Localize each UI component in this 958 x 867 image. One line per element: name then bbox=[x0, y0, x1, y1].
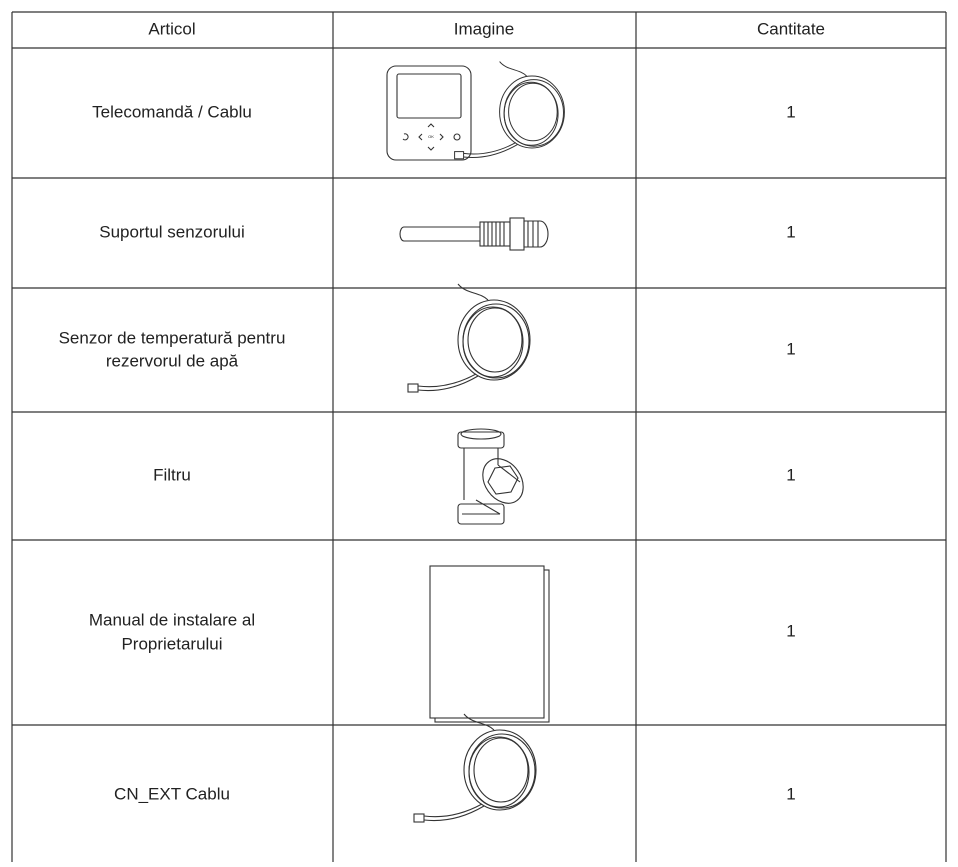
button-label: OK bbox=[428, 134, 434, 139]
quantity: 1 bbox=[786, 339, 795, 358]
item-name: Proprietarului bbox=[121, 634, 222, 653]
quantity: 1 bbox=[786, 222, 795, 241]
header-cell: Cantitate bbox=[757, 19, 825, 38]
item-name: Manual de instalare al bbox=[89, 610, 255, 629]
item-name: CN_EXT Cablu bbox=[114, 784, 230, 803]
header-cell: Articol bbox=[148, 19, 195, 38]
filter-icon bbox=[457, 428, 524, 525]
manual-icon bbox=[429, 565, 550, 723]
header-cell: Imagine bbox=[454, 19, 514, 38]
cable-icon bbox=[413, 713, 537, 823]
quantity: 1 bbox=[786, 102, 795, 121]
item-name: Senzor de temperatură pentru bbox=[59, 328, 286, 347]
item-name: Telecomandă / Cablu bbox=[92, 102, 252, 121]
quantity: 1 bbox=[786, 784, 795, 803]
quantity: 1 bbox=[786, 621, 795, 640]
remote-icon: OK bbox=[386, 65, 472, 161]
quantity: 1 bbox=[786, 465, 795, 484]
item-name: rezervorul de apă bbox=[106, 351, 239, 370]
item-name: Filtru bbox=[153, 465, 191, 484]
sensor-holder-icon bbox=[399, 217, 549, 251]
sensor-icon bbox=[407, 283, 531, 393]
item-name: Suportul senzorului bbox=[99, 222, 245, 241]
table-rules bbox=[11, 11, 947, 862]
